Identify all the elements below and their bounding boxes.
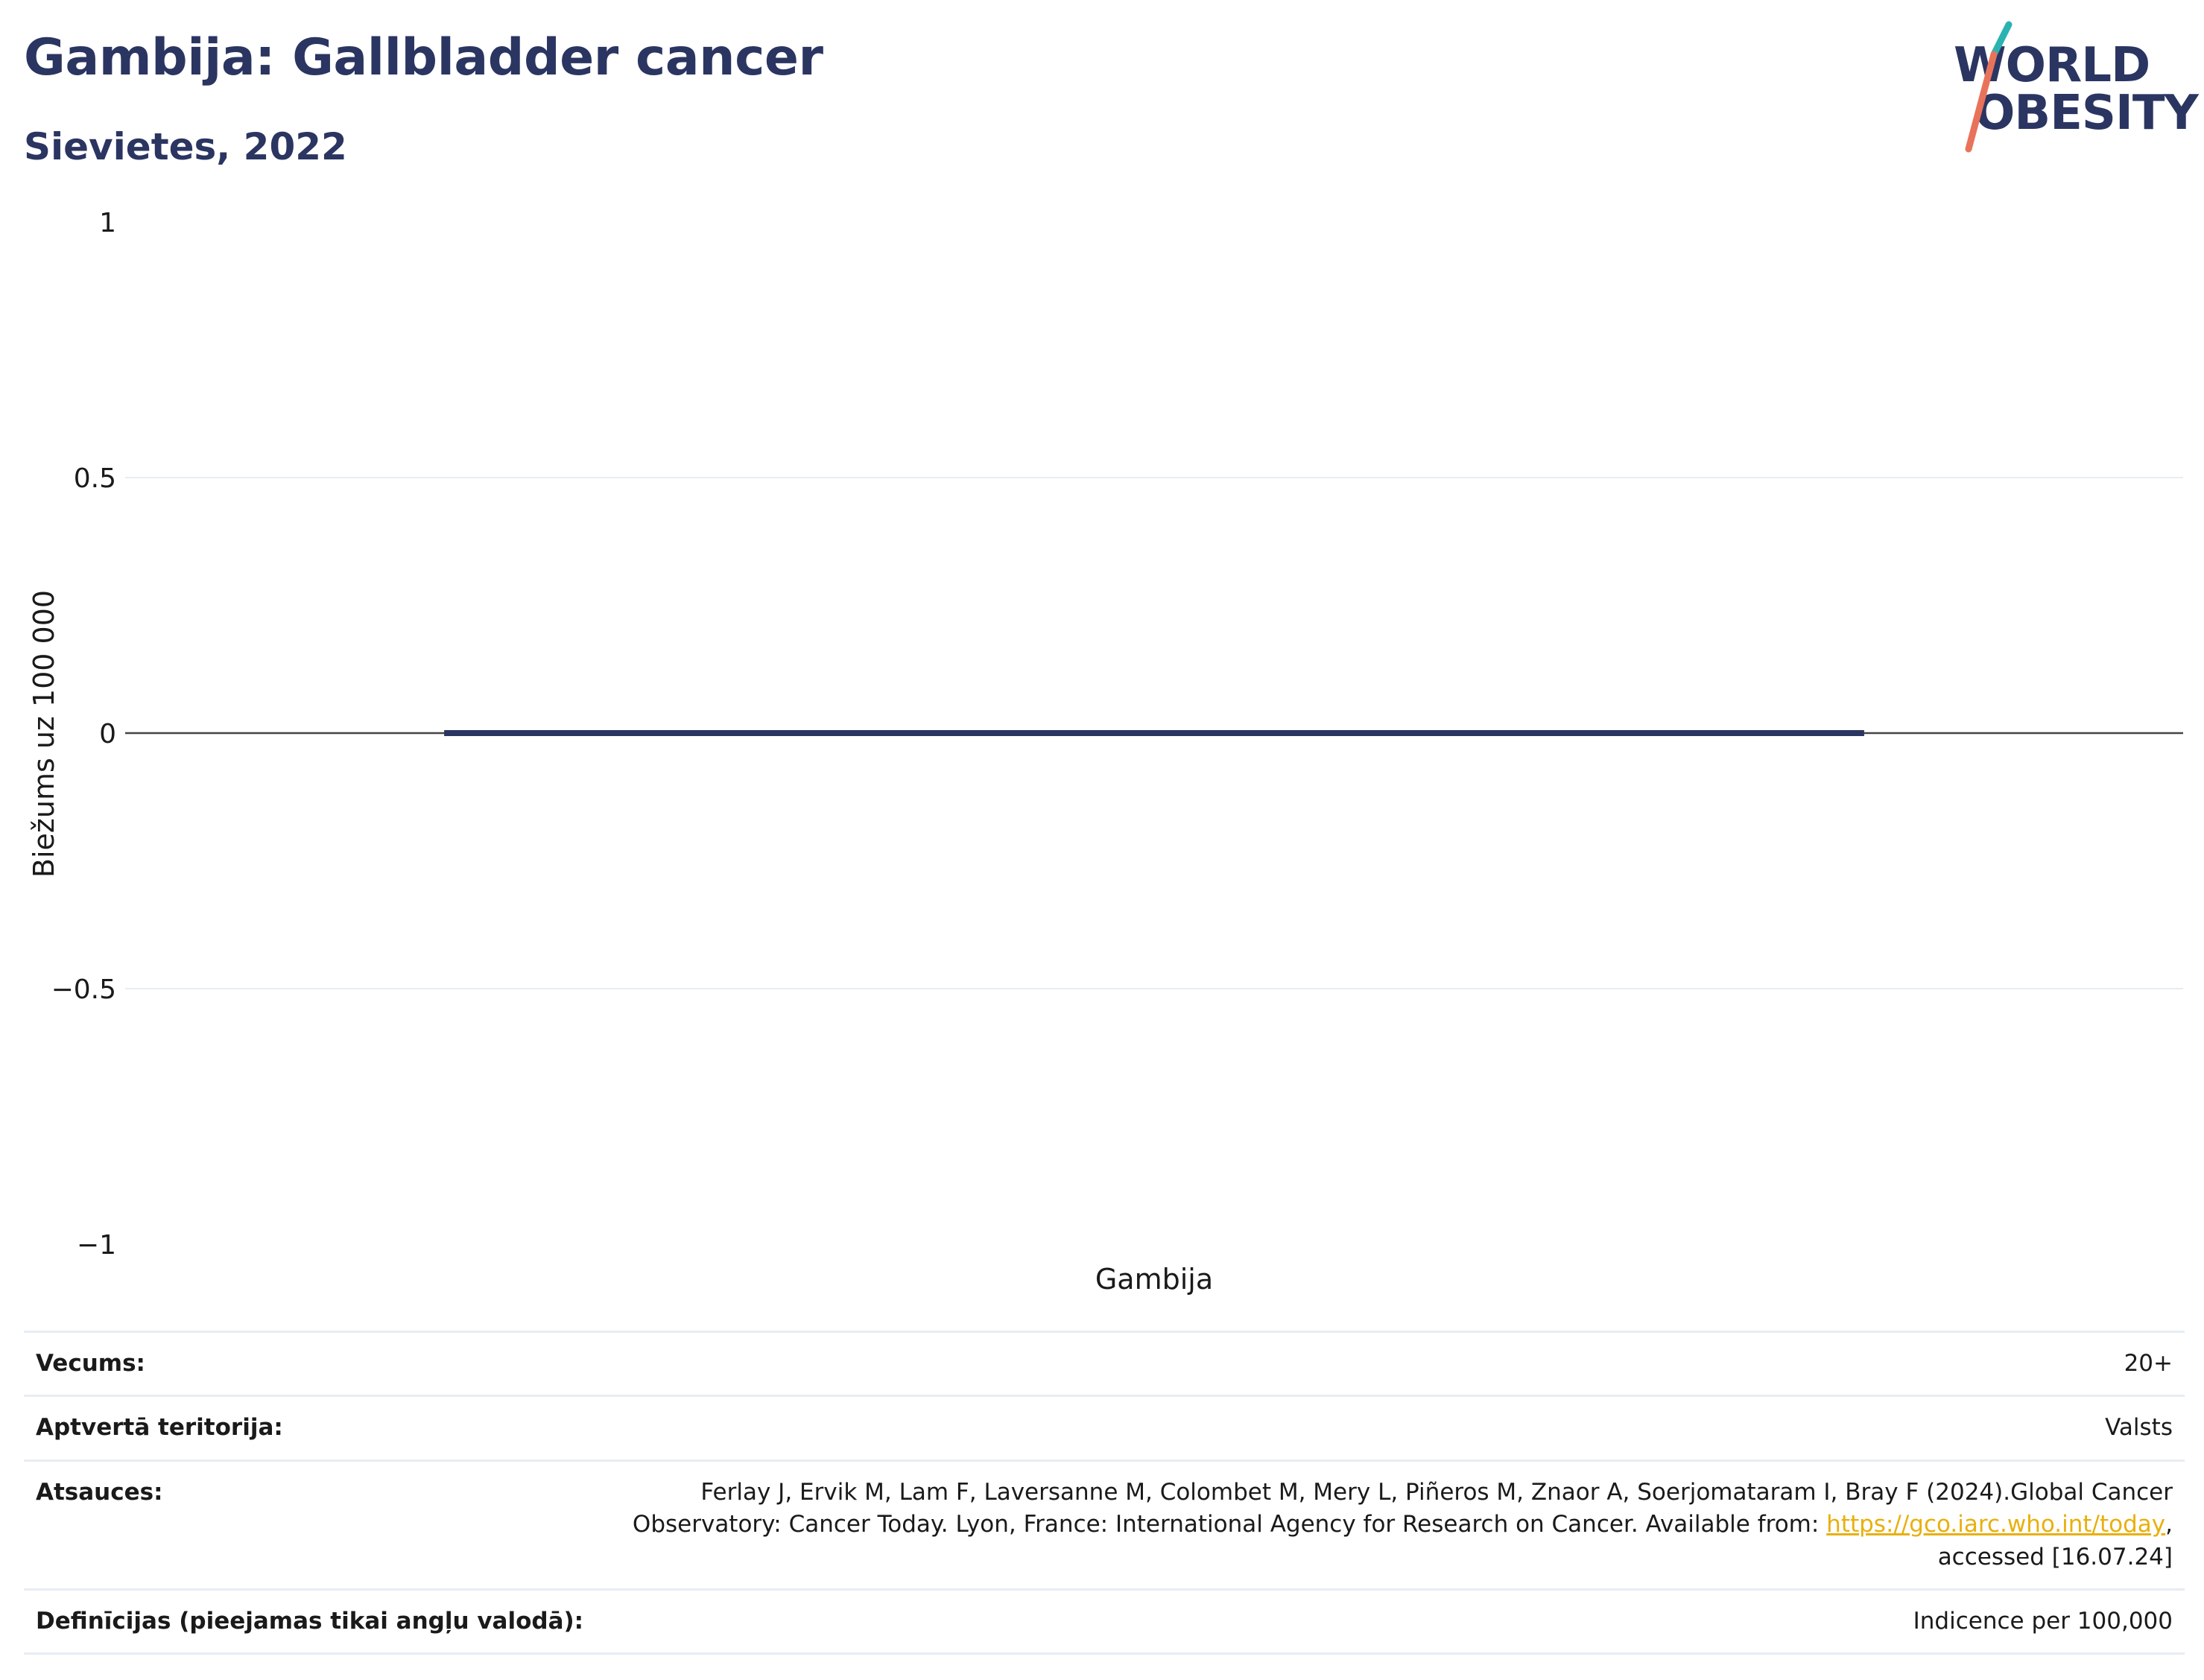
bar-chart: 1 0.5 0 −0.5 −1 Gambija Biežums uz 100 000 xyxy=(28,208,2183,1296)
references-text: Ferlay J, Ervik M, Lam F, Laversanne M, … xyxy=(595,1460,2185,1589)
info-value: Valsts xyxy=(2105,1414,2173,1442)
references-text-before: Ferlay J, Ervik M, Lam F, Laversanne M, … xyxy=(632,1478,2173,1538)
y-tick-label: 1 xyxy=(99,208,116,238)
info-label: Atsauces: xyxy=(36,1478,163,1506)
logo-slash-icon xyxy=(1965,21,2013,153)
x-axis-labels: Gambija xyxy=(1095,1263,1213,1296)
y-axis-ticks: 1 0.5 0 −0.5 −1 xyxy=(51,208,116,1261)
x-category-label: Gambija xyxy=(1095,1263,1213,1296)
info-row-references: Atsauces: Ferlay J, Ervik M, Lam F, Lave… xyxy=(24,1460,2185,1589)
chart-subtitle: Sievietes, 2022 xyxy=(24,125,347,168)
references-text-after: , accessed [16.07.24] xyxy=(1937,1511,2173,1570)
info-row-coverage: Aptvertā teritorija: Valsts xyxy=(24,1395,2185,1460)
y-tick-label: −1 xyxy=(77,1230,116,1261)
logo-line-2: OBESITY xyxy=(1975,86,2199,141)
info-value: 20+ xyxy=(2124,1350,2173,1377)
chart-title: Gambija: Gallbladder cancer xyxy=(24,28,823,87)
info-row-age: Vecums: 20+ xyxy=(24,1331,2185,1396)
world-obesity-logo: WORLD OBESITY xyxy=(1945,21,2199,155)
bar xyxy=(444,730,1864,736)
y-tick-label: −0.5 xyxy=(51,974,116,1005)
info-row-definitions: Definīcijas (pieejamas tikai angļu valod… xyxy=(24,1589,2185,1654)
y-tick-label: 0.5 xyxy=(74,463,116,494)
info-label: Definīcijas (pieejamas tikai angļu valod… xyxy=(36,1607,584,1635)
info-value: Indicence per 100,000 xyxy=(1913,1607,2173,1635)
info-label: Vecums: xyxy=(36,1350,145,1377)
bars xyxy=(444,730,1864,736)
y-axis-title: Biežums uz 100 000 xyxy=(28,590,60,878)
y-tick-label: 0 xyxy=(99,719,116,749)
references-link[interactable]: https://gco.iarc.who.int/today xyxy=(1826,1511,2166,1538)
info-table: Vecums: 20+ Aptvertā teritorija: Valsts … xyxy=(24,1331,2185,1655)
info-label: Aptvertā teritorija: xyxy=(36,1414,283,1442)
